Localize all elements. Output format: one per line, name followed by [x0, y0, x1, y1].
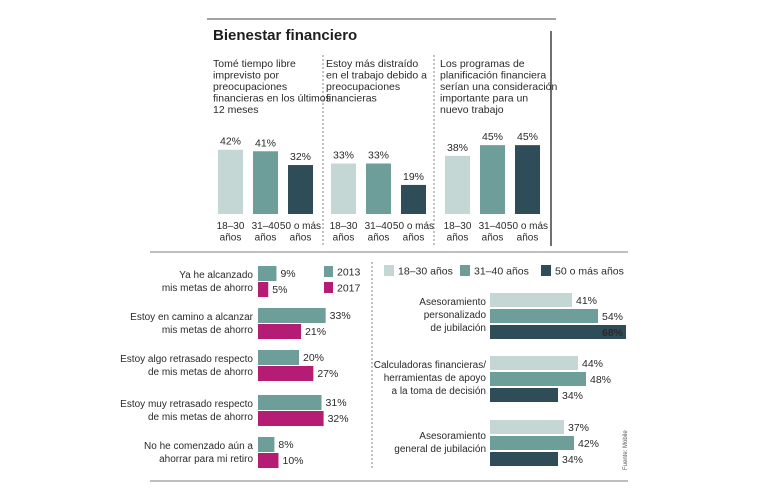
bar-p1-2 — [253, 151, 278, 214]
value-label-2017-1: 5% — [272, 284, 287, 296]
value-label-age1-3: 37% — [568, 422, 589, 434]
bar-2013-3 — [258, 350, 299, 365]
bar-p3-1 — [445, 155, 470, 214]
value-label-2013-5: 8% — [278, 439, 293, 451]
value-label-2013-3: 20% — [303, 352, 324, 364]
bar-p3-2 — [480, 145, 505, 214]
value-label-p2-2: 33% — [368, 150, 389, 162]
value-label-p2-1: 33% — [333, 150, 354, 162]
legend-label-2017: 2017 — [337, 283, 361, 295]
bar-age3-3 — [490, 452, 558, 466]
bar-2013-4 — [258, 395, 322, 410]
value-label-age3-1: 68% — [602, 327, 624, 339]
value-label-2013-1: 9% — [280, 268, 295, 280]
legend-swatch-age-3 — [541, 265, 551, 276]
legend-label-age-2: 31–40 años — [474, 266, 529, 278]
tick-label-p2-2: 31–40 años — [365, 221, 393, 244]
bar-age3-1 — [490, 325, 626, 339]
legend-swatch-2017 — [324, 282, 333, 293]
bar-2013-5 — [258, 437, 275, 452]
bar-2017-2 — [258, 324, 302, 339]
tick-label-p1-2: 31–40 años — [252, 221, 280, 244]
bar-2017-4 — [258, 411, 324, 426]
legend-label-age-3: 50 o más años — [555, 266, 624, 278]
bar-p2-3 — [401, 184, 426, 214]
legend-label-2013: 2013 — [337, 267, 361, 279]
tick-label-p2-1: 18–30 años — [330, 221, 358, 244]
top-chart: Tomé tiempo libre imprevisto por preocupac… — [213, 58, 557, 244]
bar-2017-3 — [258, 366, 314, 381]
bar-p2-1 — [331, 163, 356, 214]
value-label-age3-2: 34% — [562, 390, 583, 402]
tick-label-p2-3: 50 o más años — [393, 221, 434, 244]
category-label-4: Estoy muy retrasado respecto de mis metas… — [120, 399, 253, 423]
bar-age2-1 — [490, 309, 598, 323]
bar-p2-2 — [366, 163, 391, 214]
bar-2017-5 — [258, 453, 279, 468]
retire-category-label-2: Calculadoras financieras/herramientas de… — [374, 360, 487, 397]
bar-age3-2 — [490, 388, 558, 402]
value-label-p1-3: 32% — [290, 151, 311, 163]
chart-title: Bienestar financiero — [213, 27, 357, 44]
panel-header-3: Los programas de planificación financiera… — [440, 58, 557, 116]
value-label-p3-2: 45% — [482, 131, 503, 143]
value-label-p1-1: 42% — [220, 136, 241, 148]
bar-age1-1 — [490, 293, 572, 307]
bar-age2-2 — [490, 372, 586, 386]
source-note: Fuente: Mobile — [623, 430, 629, 470]
bar-p1-3 — [288, 165, 313, 214]
bar-2017-1 — [258, 282, 269, 297]
retire-category-label-1: Asesoramiento personalizado de jubilación — [419, 297, 486, 334]
bar-p3-3 — [515, 145, 540, 214]
value-label-age1-1: 41% — [576, 295, 597, 307]
value-label-2013-4: 31% — [326, 397, 347, 409]
category-label-5: No he comenzado aún a ahorrar para mi ret… — [144, 441, 253, 465]
value-label-age2-1: 54% — [602, 311, 623, 323]
bar-age1-2 — [490, 356, 578, 370]
tick-label-p3-2: 31–40 años — [479, 221, 507, 244]
legend-swatch-2013 — [324, 266, 333, 277]
value-label-p1-2: 41% — [255, 137, 276, 149]
retirement-chart: 18–30 años 31–40 años 50 o más años Asesora… — [374, 265, 626, 466]
tick-label-p3-1: 18–30 años — [444, 221, 472, 244]
tick-label-p1-1: 18–30 años — [217, 221, 245, 244]
bar-2013-1 — [258, 266, 277, 281]
legend-swatch-age-2 — [460, 265, 470, 276]
value-label-age2-3: 42% — [578, 438, 599, 450]
bar-age1-3 — [490, 420, 564, 434]
tick-label-p1-3: 50 o más años — [280, 221, 321, 244]
legend-label-age-1: 18–30 años — [398, 266, 453, 278]
category-label-1: Ya he alcanzado mis metas de ahorro — [162, 270, 254, 294]
retire-category-label-3: Asesoramiento general de jubilación — [394, 431, 486, 455]
value-label-age2-2: 48% — [590, 374, 611, 386]
value-label-p3-3: 45% — [517, 131, 538, 143]
bar-age2-3 — [490, 436, 574, 450]
value-label-2017-3: 27% — [317, 368, 338, 380]
bar-p1-1 — [218, 149, 243, 214]
panel-header-1: Tomé tiempo libre imprevisto por preocupac… — [213, 58, 331, 116]
value-label-age1-2: 44% — [582, 358, 603, 370]
value-label-2017-4: 32% — [328, 413, 349, 425]
bar-2013-2 — [258, 308, 326, 323]
category-label-2: Estoy en camino a alcanzar mis metas de a… — [130, 312, 254, 336]
value-label-2017-2: 21% — [305, 326, 326, 338]
value-label-2013-2: 33% — [330, 310, 351, 322]
value-label-p2-3: 19% — [403, 171, 424, 183]
panel-header-2: Estoy más distraído en el trabajo debido … — [326, 58, 427, 105]
savings-chart: Ya he alcanzado mis metas de ahorro 9% 5% Es… — [120, 266, 361, 468]
value-label-p3-1: 38% — [447, 142, 468, 154]
legend-swatch-age-1 — [384, 265, 394, 276]
value-label-2017-5: 10% — [283, 455, 304, 467]
value-label-age3-3: 34% — [562, 454, 583, 466]
category-label-3: Estoy algo retrasado respecto de mis meta… — [120, 354, 253, 378]
tick-label-p3-3: 50 o más años — [507, 221, 548, 244]
